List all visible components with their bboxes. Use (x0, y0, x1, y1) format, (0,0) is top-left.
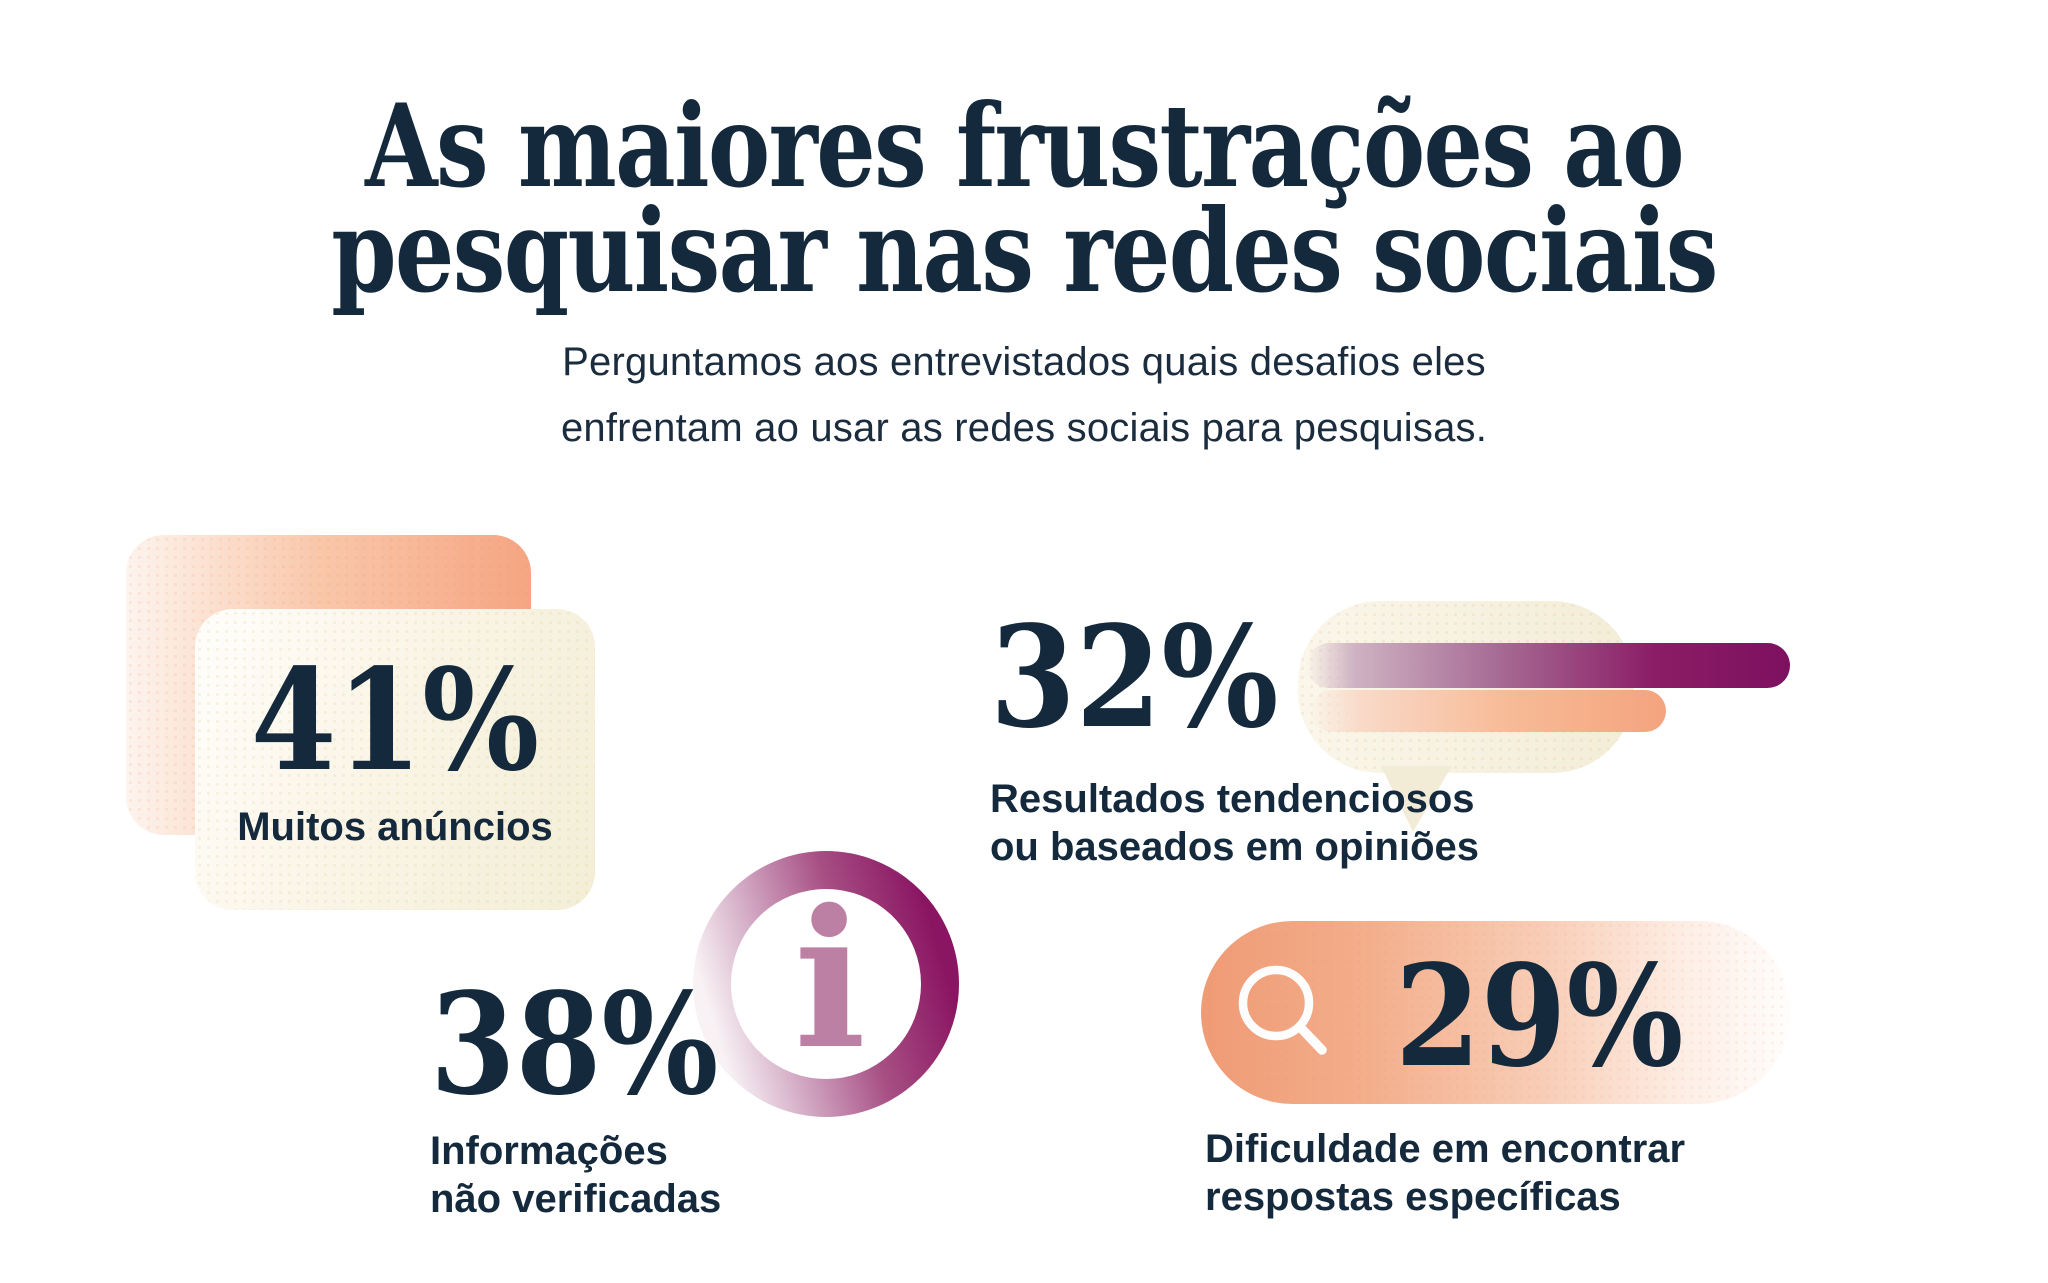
page-subtitle-line2: enfrentam ao usar as redes sociais para … (560, 406, 1488, 450)
info-icon-glyph: i (794, 868, 866, 1091)
stat-value-unverified: 38% (430, 963, 719, 1127)
speech-bubble-tail (1381, 766, 1452, 832)
stat-label-unverified: Informações não verificadas (430, 1129, 722, 1221)
page-title-line1: As maiores frustrações ao (365, 79, 1684, 213)
search-pill-shape (1201, 921, 1790, 1104)
info-icon: i (693, 851, 959, 1117)
stat-label-biased: Resultados tendenciosos ou baseados em o… (990, 777, 1480, 869)
page-title: As maiores frustrações ao pesquisar nas … (184, 79, 1863, 318)
stat-value-biased: 32% (990, 596, 1279, 760)
page-title-line2: pesquisar nas redes sociais (331, 184, 1718, 318)
stat-value-specific: 29% (1395, 935, 1684, 1099)
stat-label-ads: Muitos anúncios (237, 805, 553, 849)
page-subtitle: Perguntamos aos entrevistados quais desa… (0, 329, 2048, 461)
biased-bar-purple (1307, 643, 1790, 688)
ads-stat-card: 41% Muitos anúncios (195, 609, 595, 910)
stat-value-ads: 41% (250, 639, 540, 803)
search-icon (1238, 965, 1327, 1055)
page-subtitle-line1: Perguntamos aos entrevistados quais desa… (562, 340, 1486, 384)
biased-bar-orange (1311, 690, 1666, 732)
stat-label-specific: Dificuldade em encontrar respostas espec… (1205, 1127, 1686, 1219)
